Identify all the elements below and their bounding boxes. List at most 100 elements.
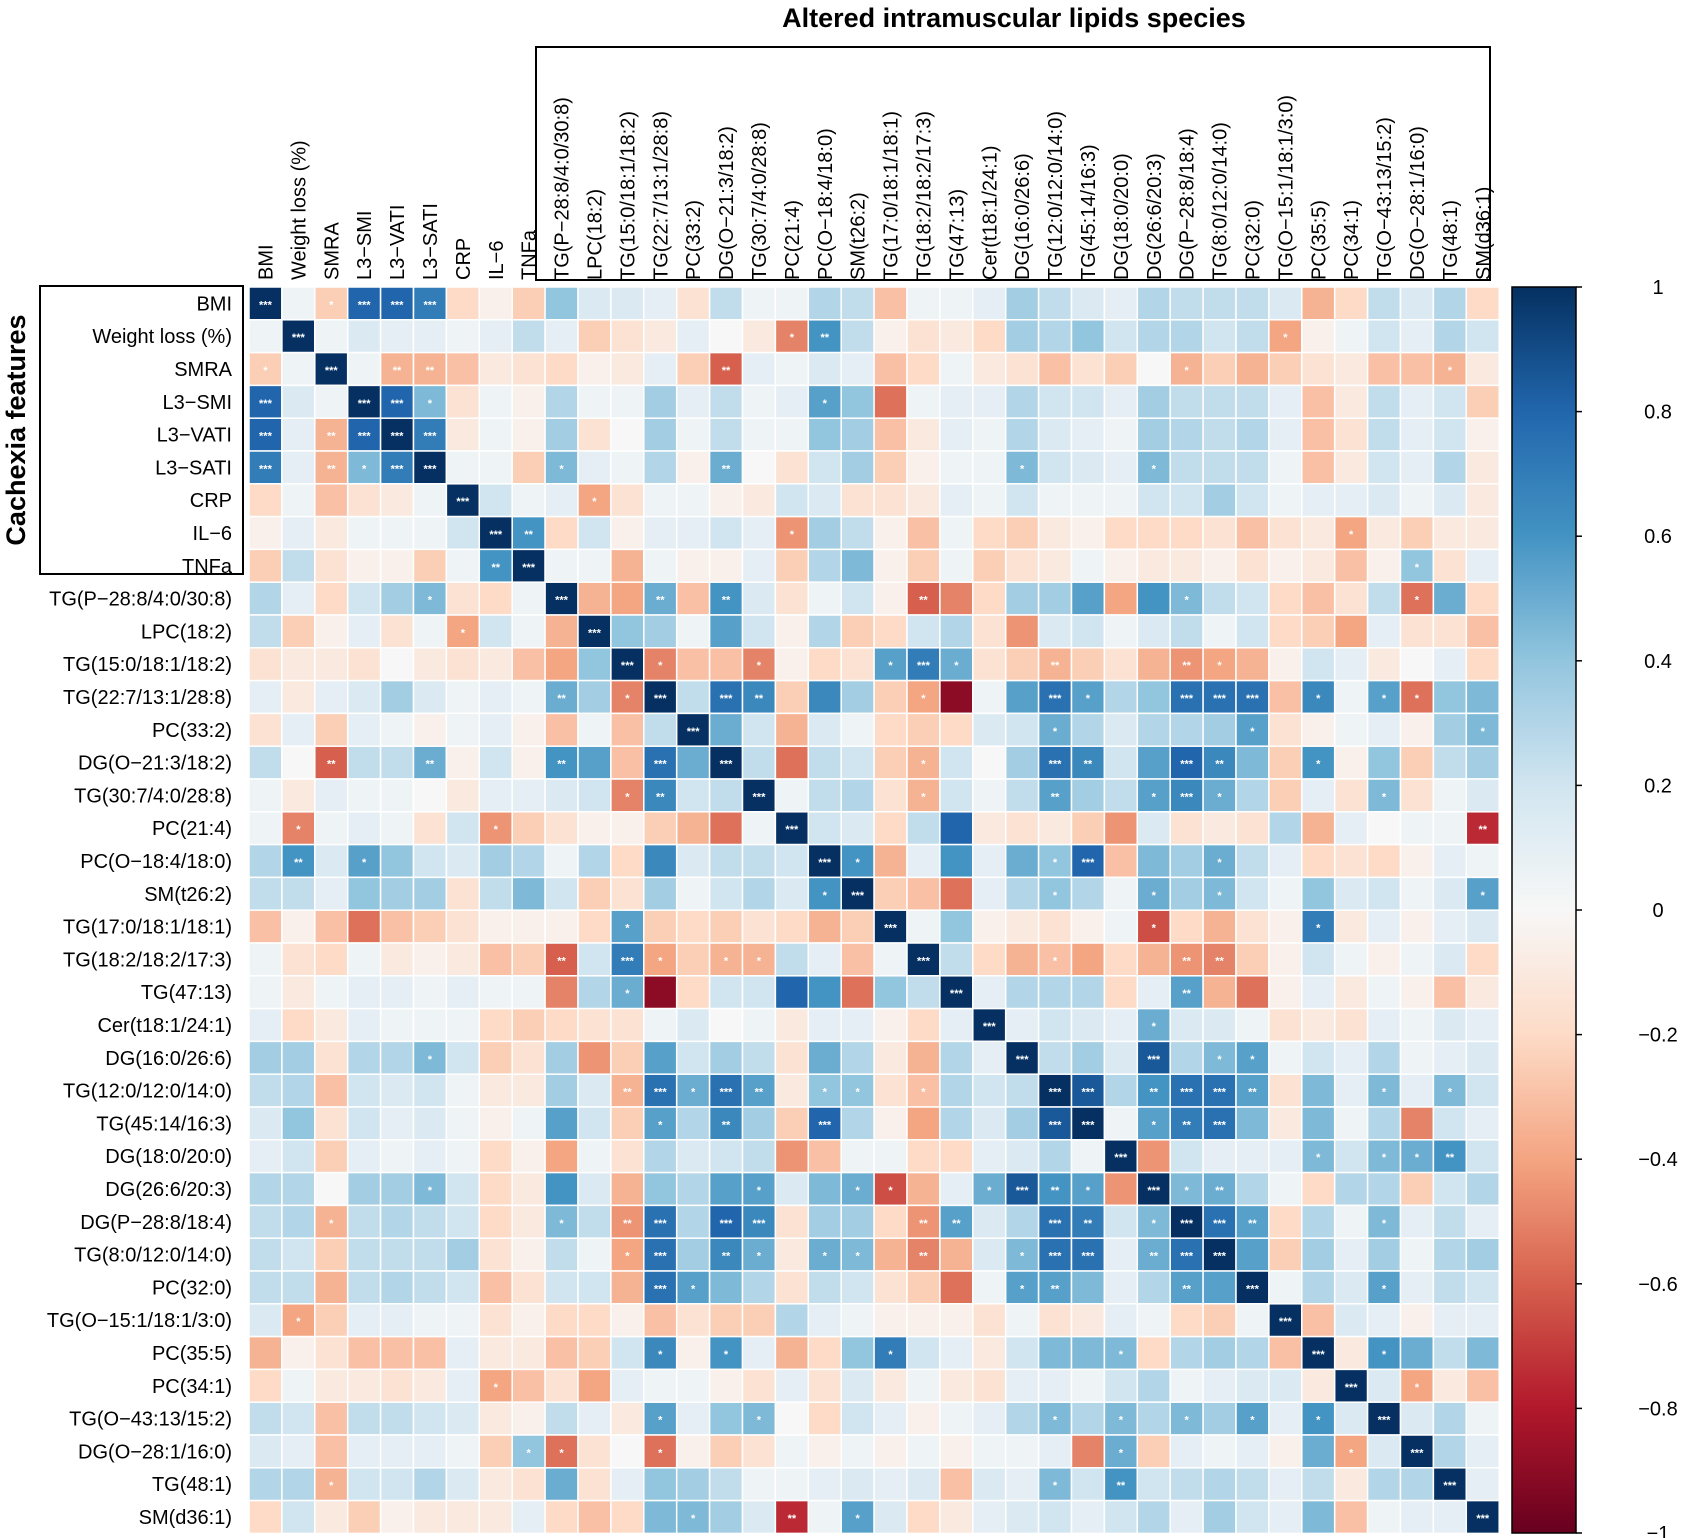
significance-mark: * xyxy=(1086,693,1091,705)
heatmap-cell xyxy=(906,1204,941,1239)
heatmap-cell xyxy=(544,909,579,944)
heatmap-cell xyxy=(577,417,612,452)
heatmap-cell xyxy=(939,1139,974,1174)
heatmap-cell xyxy=(1004,286,1040,321)
significance-mark: *** xyxy=(358,431,372,443)
significance-mark: ** xyxy=(1149,1087,1158,1099)
heatmap-cell xyxy=(708,1434,744,1469)
significance-mark: * xyxy=(1185,365,1190,377)
heatmap-cell xyxy=(675,1106,711,1141)
heatmap-cell xyxy=(1103,647,1139,682)
heatmap-cell xyxy=(1136,1204,1171,1239)
heatmap-cell xyxy=(972,843,1007,879)
heatmap-cell xyxy=(807,1434,842,1469)
significance-mark: *** xyxy=(1378,1415,1392,1427)
heatmap-cell xyxy=(1070,1467,1106,1502)
heatmap-cell xyxy=(1103,417,1139,452)
significance-mark: ** xyxy=(1084,1218,1093,1230)
heatmap-cell xyxy=(741,1270,777,1305)
heatmap-cell xyxy=(1202,319,1237,354)
heatmap-cell xyxy=(939,745,974,780)
heatmap-cell xyxy=(1037,384,1073,419)
heatmap-cell xyxy=(1169,1401,1204,1436)
column-label: DG(O−21:3/18:2) xyxy=(716,126,738,280)
heatmap-cell xyxy=(840,1368,875,1403)
colorbar-tick-label: 0.4 xyxy=(1644,651,1672,673)
heatmap-cell xyxy=(1037,647,1073,682)
significance-mark: *** xyxy=(884,923,898,935)
heatmap-cell xyxy=(1037,1270,1073,1305)
heatmap-cell xyxy=(346,614,382,649)
heatmap-cell xyxy=(708,778,744,813)
heatmap-cell xyxy=(1202,1303,1237,1338)
heatmap-cell xyxy=(1333,745,1369,780)
heatmap-cell xyxy=(1202,1007,1237,1043)
heatmap-cell xyxy=(1301,1499,1336,1535)
heatmap-cell xyxy=(1103,778,1139,813)
heatmap-cell xyxy=(511,909,546,944)
heatmap-cell xyxy=(248,1204,283,1239)
significance-mark: *** xyxy=(1082,1119,1096,1131)
heatmap-cell xyxy=(478,1368,513,1403)
heatmap-cell xyxy=(1070,1303,1106,1338)
heatmap-cell xyxy=(1399,286,1435,321)
heatmap-cell xyxy=(675,384,711,419)
heatmap-cell xyxy=(873,1237,908,1272)
significance-mark: *** xyxy=(1246,693,1260,705)
heatmap-cell xyxy=(1268,351,1303,387)
significance-mark: * xyxy=(1152,923,1157,935)
heatmap-cell xyxy=(248,909,283,944)
significance-mark: *** xyxy=(259,431,273,443)
heatmap-cell xyxy=(1169,745,1204,780)
significance-mark: *** xyxy=(1082,1251,1096,1263)
heatmap-cell xyxy=(1333,286,1369,321)
heatmap-cell xyxy=(807,614,842,649)
heatmap-cell xyxy=(774,548,810,583)
heatmap-cell xyxy=(1301,1007,1336,1043)
heatmap-cell xyxy=(1037,1040,1073,1075)
row-label: DG(O−28:1/16:0) xyxy=(78,1441,232,1463)
significance-mark: * xyxy=(724,1349,729,1361)
heatmap-cell xyxy=(1333,1171,1369,1207)
heatmap-cell xyxy=(478,778,513,813)
heatmap-cell xyxy=(478,384,513,419)
heatmap-cell xyxy=(807,909,842,944)
heatmap-cell xyxy=(1037,1467,1073,1502)
heatmap-cell xyxy=(1004,876,1040,911)
heatmap-cell xyxy=(610,450,645,485)
significance-mark: * xyxy=(1382,1218,1387,1230)
heatmap-cell xyxy=(939,319,974,354)
heatmap-cell xyxy=(972,1401,1007,1436)
colorbar-tick-label: 0.2 xyxy=(1644,775,1672,797)
heatmap-cell xyxy=(840,286,875,321)
row-label: TG(47:13) xyxy=(141,982,232,1004)
heatmap-cell xyxy=(939,614,974,649)
heatmap-cell xyxy=(807,778,842,813)
heatmap-cell xyxy=(840,679,875,715)
heatmap-cell xyxy=(1004,1467,1040,1502)
heatmap-cell xyxy=(840,1106,875,1141)
heatmap-cell xyxy=(643,1499,678,1535)
significance-mark: * xyxy=(1217,857,1222,869)
heatmap-cell xyxy=(708,811,744,846)
heatmap-cell xyxy=(774,647,810,682)
heatmap-cell xyxy=(807,745,842,780)
column-label: IL−6 xyxy=(486,241,508,280)
heatmap-cell xyxy=(708,1204,744,1239)
heatmap-cell xyxy=(906,811,941,846)
heatmap-cell xyxy=(807,351,842,387)
heatmap-cell xyxy=(314,843,349,879)
heatmap-cell xyxy=(445,1499,481,1535)
heatmap-cell xyxy=(478,1040,513,1075)
heatmap-cell xyxy=(1301,909,1336,944)
heatmap-cell xyxy=(939,778,974,813)
heatmap-cell xyxy=(741,286,777,321)
heatmap-cell xyxy=(906,548,941,583)
heatmap-cell xyxy=(1169,1499,1204,1535)
heatmap-cell xyxy=(1235,876,1270,911)
row-label: PC(34:1) xyxy=(152,1376,232,1398)
heatmap-cell xyxy=(873,351,908,387)
heatmap-cell xyxy=(610,417,645,452)
heatmap-cell xyxy=(1103,450,1139,485)
heatmap-cell xyxy=(610,1139,645,1174)
